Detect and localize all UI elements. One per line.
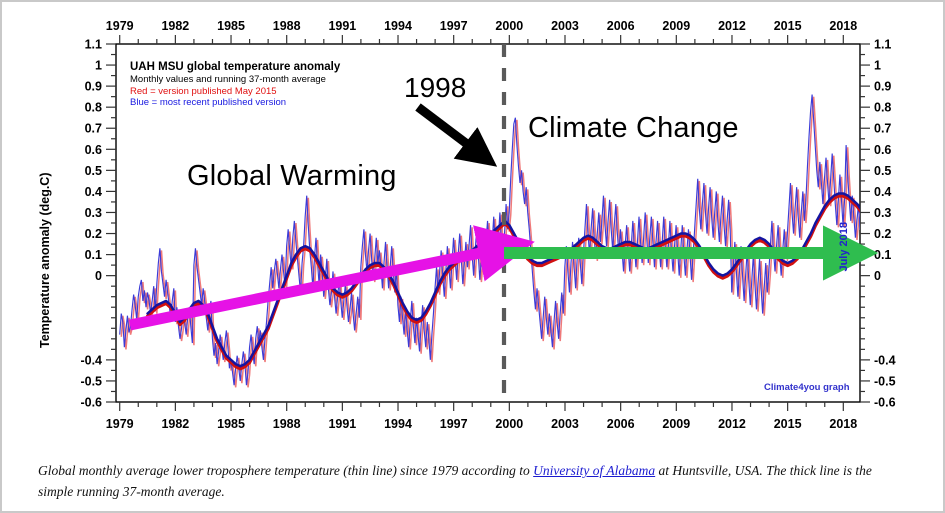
svg-text:1: 1 (95, 59, 102, 73)
svg-text:1: 1 (874, 59, 881, 73)
svg-text:-0.6: -0.6 (80, 396, 102, 410)
svg-text:-0.6: -0.6 (874, 396, 896, 410)
svg-text:0.7: 0.7 (874, 122, 891, 136)
temperature-anomaly-plot: 1979 1979 1982 1982 1985 1985 1988 1988 1991 1991… (80, 19, 895, 431)
y-axis-title: Temperature anomaly (deg.C) (38, 172, 52, 348)
annotation-climate-change: Climate Change (528, 112, 739, 144)
svg-text:0.2: 0.2 (85, 227, 102, 241)
svg-text:0: 0 (874, 269, 881, 283)
svg-text:0.6: 0.6 (85, 143, 102, 157)
svg-text:0.3: 0.3 (85, 206, 102, 220)
svg-text:1.1: 1.1 (85, 38, 102, 52)
svg-text:2018: 2018 (829, 417, 857, 431)
svg-text:2012: 2012 (718, 19, 746, 33)
svg-text:2009: 2009 (662, 19, 690, 33)
svg-text:1979: 1979 (106, 19, 134, 33)
svg-text:0: 0 (95, 269, 102, 283)
svg-text:0.4: 0.4 (874, 185, 891, 199)
svg-text:2003: 2003 (551, 19, 579, 33)
svg-text:-0.5: -0.5 (80, 374, 102, 388)
svg-text:1988: 1988 (273, 417, 301, 431)
legend-blue-entry: Blue = most recent published version (130, 97, 287, 109)
trend-arrow-warming-icon (128, 225, 535, 331)
svg-text:0.1: 0.1 (85, 248, 102, 262)
svg-text:2006: 2006 (607, 417, 635, 431)
figure-caption: Global monthly average lower troposphere… (12, 454, 933, 508)
axis-tick-labels: 1979 1979 1982 1982 1985 1985 1988 1988 1991 1991… (80, 19, 895, 431)
university-of-alabama-link[interactable]: University of Alabama (533, 463, 656, 478)
svg-text:0.4: 0.4 (85, 185, 102, 199)
svg-text:1991: 1991 (328, 19, 356, 33)
svg-text:2006: 2006 (607, 19, 635, 33)
legend-title: UAH MSU global temperature anomaly (130, 61, 341, 73)
svg-text:2003: 2003 (551, 417, 579, 431)
svg-text:2015: 2015 (774, 19, 802, 33)
svg-text:1.1: 1.1 (874, 38, 891, 52)
svg-text:1982: 1982 (161, 417, 189, 431)
caption-text-part2: at Huntsville, USA. The thick line is th… (38, 463, 872, 499)
svg-text:0.3: 0.3 (874, 206, 891, 220)
svg-text:0.2: 0.2 (874, 227, 891, 241)
svg-text:0.9: 0.9 (85, 80, 102, 94)
svg-text:1997: 1997 (440, 417, 468, 431)
svg-text:1982: 1982 (161, 19, 189, 33)
svg-text:0.7: 0.7 (85, 122, 102, 136)
svg-text:1985: 1985 (217, 417, 245, 431)
svg-text:0.8: 0.8 (874, 101, 891, 115)
svg-text:0.9: 0.9 (874, 80, 891, 94)
svg-text:1991: 1991 (328, 417, 356, 431)
svg-text:-0.4: -0.4 (874, 353, 896, 367)
svg-text:1985: 1985 (217, 19, 245, 33)
svg-text:2000: 2000 (495, 417, 523, 431)
chart-legend: UAH MSU global temperature anomaly Month… (130, 60, 360, 109)
svg-text:2012: 2012 (718, 417, 746, 431)
svg-text:-0.5: -0.5 (874, 374, 896, 388)
svg-text:-0.4: -0.4 (80, 353, 102, 367)
svg-text:2009: 2009 (662, 417, 690, 431)
svg-text:1988: 1988 (273, 19, 301, 33)
annotation-july-2018: July 2018 (838, 222, 850, 272)
svg-text:0.8: 0.8 (85, 101, 102, 115)
svg-text:2000: 2000 (495, 19, 523, 33)
watermark-climate4you: Climate4you graph (764, 382, 850, 393)
annotation-global-warming: Global Warming (187, 160, 397, 192)
legend-red-entry: Red = version published May 2015 (130, 85, 277, 97)
chart-figure: Temperature anomaly (deg.C) 1979 1979 1982… (12, 8, 933, 446)
svg-text:1979: 1979 (106, 417, 134, 431)
svg-text:2015: 2015 (774, 417, 802, 431)
svg-text:0.5: 0.5 (85, 164, 102, 178)
legend-subtitle: Monthly values and running 37-month aver… (130, 74, 326, 86)
svg-text:0.1: 0.1 (874, 248, 891, 262)
svg-text:1994: 1994 (384, 417, 412, 431)
axis-ticks (106, 35, 870, 411)
svg-text:2018: 2018 (829, 19, 857, 33)
annotation-year-1998: 1998 (404, 72, 467, 103)
callout-arrow-1998-icon (415, 103, 498, 167)
svg-text:0.6: 0.6 (874, 143, 891, 157)
caption-text-part1: Global monthly average lower troposphere… (38, 463, 534, 478)
svg-text:0.5: 0.5 (874, 164, 891, 178)
svg-text:1994: 1994 (384, 19, 412, 33)
svg-text:1997: 1997 (440, 19, 468, 33)
